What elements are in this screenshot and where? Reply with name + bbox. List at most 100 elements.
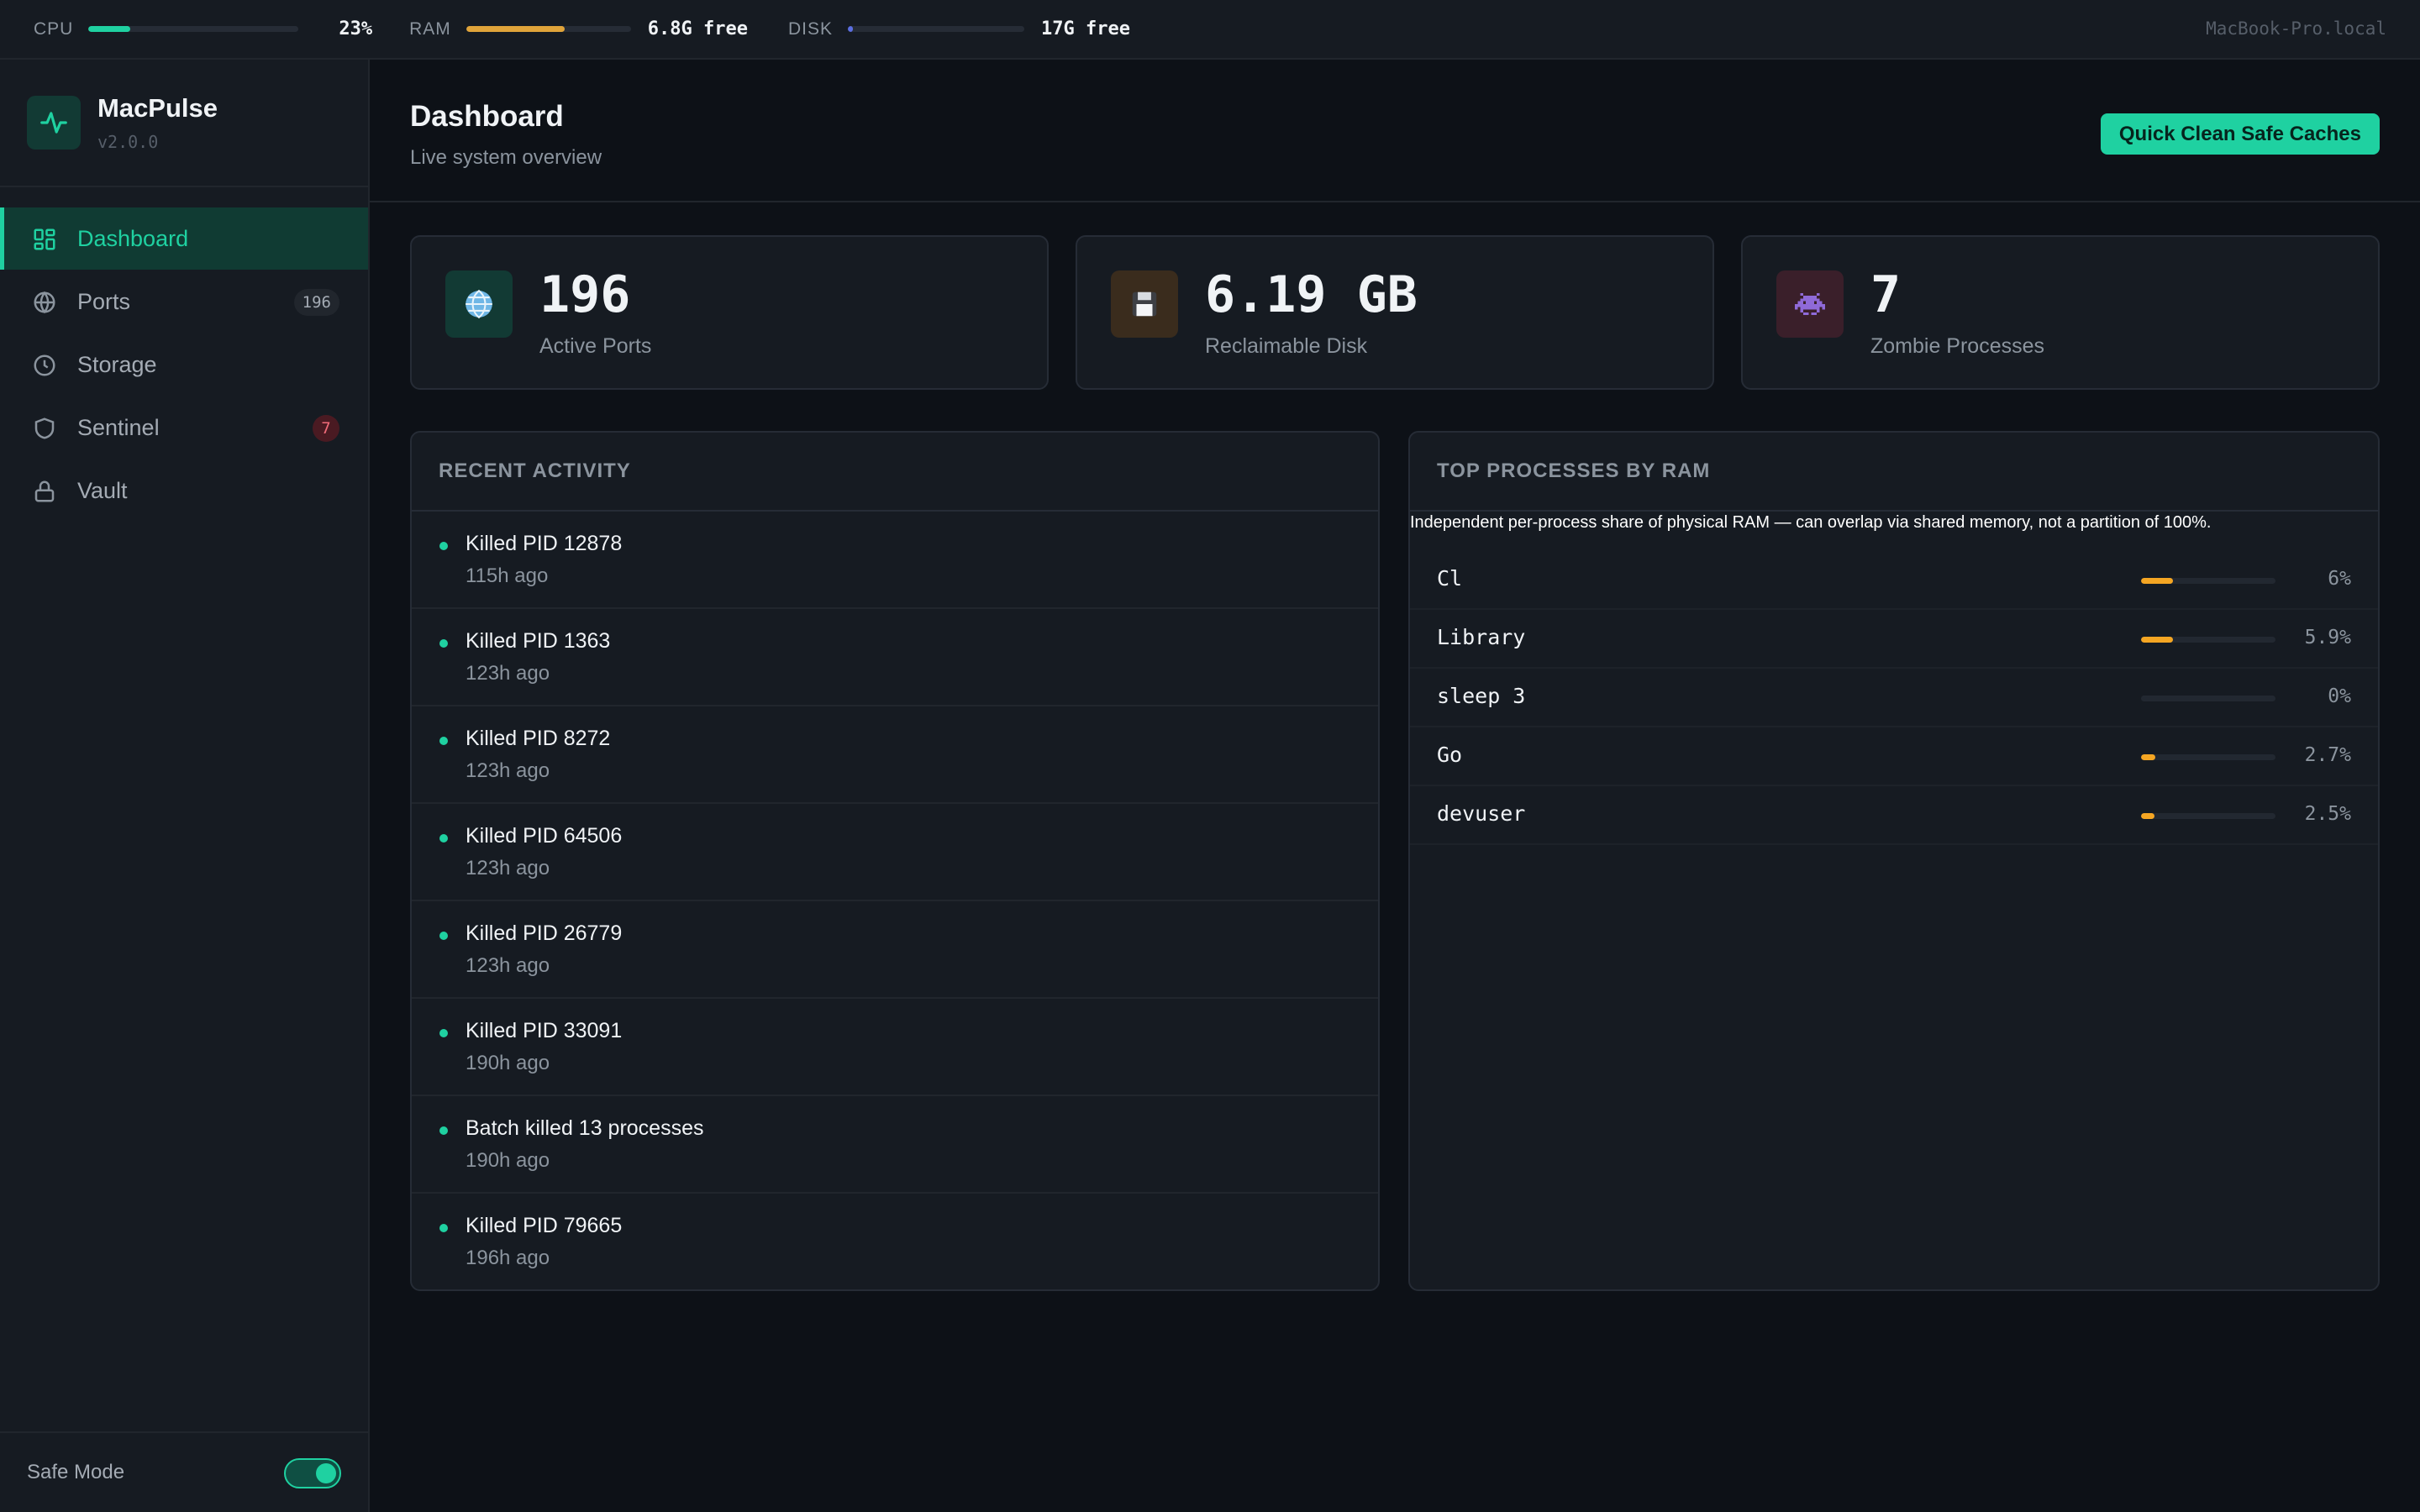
disk-usage-fill (848, 26, 854, 32)
sidebar: MacPulse v2.0.0 Dashboard Ports 196 Stor… (0, 60, 370, 1512)
status-dot (439, 1224, 448, 1232)
process-name: Library (1437, 625, 1526, 649)
safe-mode-toggle[interactable] (284, 1458, 341, 1488)
lock-icon (34, 480, 55, 502)
activity-time: 190h ago (466, 1052, 550, 1074)
ram-share-fill (2141, 813, 2154, 819)
activity-time: 190h ago (466, 1149, 550, 1172)
disk-value: 17G free (1041, 18, 1130, 39)
top-processes-title: TOP PROCESSES BY RAM (1410, 433, 2378, 512)
list-item: Killed PID 79665 196h ago (412, 1194, 1378, 1289)
process-name: sleep 3 (1437, 684, 1526, 708)
sidebar-item-dashboard[interactable]: Dashboard (0, 207, 368, 270)
sentinel-alert-badge: 7 (313, 415, 339, 442)
activity-title: Killed PID 12878 (466, 532, 623, 555)
shield-icon (34, 417, 55, 439)
sidebar-item-label: Vault (77, 477, 128, 503)
recent-activity-panel: RECENT ACTIVITY Killed PID 12878 115h ag… (410, 431, 1380, 1291)
list-item: Killed PID 1363 123h ago (412, 609, 1378, 706)
cpu-usage-bar (88, 26, 299, 32)
ports-count-badge: 196 (293, 289, 339, 316)
sidebar-item-label: Ports (77, 288, 131, 314)
ram-share-value: 0% (2328, 685, 2351, 707)
sidebar-item-sentinel[interactable]: Sentinel 7 (0, 396, 368, 459)
cpu-usage-fill (88, 26, 131, 32)
table-row[interactable]: sleep 3 0% (1410, 669, 2378, 727)
ram-share-bar (2141, 754, 2275, 760)
quick-clean-button[interactable]: Quick Clean Safe Caches (2100, 113, 2380, 155)
status-dot (439, 639, 448, 648)
top-processes-panel: TOP PROCESSES BY RAM Independent per-pro… (1408, 431, 2380, 1291)
ram-share-value: 5.9% (2304, 627, 2351, 648)
hostname: MacBook-Pro.local (2206, 18, 2386, 39)
safe-mode-label: Safe Mode (27, 1461, 125, 1483)
ram-share-value: 6% (2328, 568, 2351, 590)
sidebar-item-label: Sentinel (77, 414, 160, 440)
activity-title: Batch killed 13 processes (466, 1116, 704, 1140)
dashboard-icon (34, 228, 55, 250)
sidebar-item-storage[interactable]: Storage (0, 333, 368, 396)
stat-value: 7 (1870, 265, 1902, 324)
ram-usage-fill (466, 26, 566, 32)
status-dot (439, 1029, 448, 1037)
stat-value: 6.19 GB (1205, 265, 1418, 324)
activity-time: 196h ago (466, 1247, 550, 1269)
status-dot (439, 834, 448, 843)
ram-share-fill (2141, 637, 2173, 643)
safe-mode-row: Safe Mode (0, 1431, 368, 1512)
ram-value: 6.8G free (647, 18, 748, 39)
disk-metric: DISK 17G free (788, 0, 1130, 59)
process-name: devuser (1437, 801, 1526, 826)
pulse-icon (27, 96, 81, 150)
table-row[interactable]: Library 5.9% (1410, 610, 2378, 669)
stat-label: Reclaimable Disk (1205, 334, 1368, 358)
ram-share-fill (2141, 754, 2156, 760)
list-item: Killed PID 33091 190h ago (412, 999, 1378, 1096)
page-header: Dashboard Live system overview Quick Cle… (370, 60, 2420, 202)
list-item: Killed PID 64506 123h ago (412, 804, 1378, 901)
table-row[interactable]: Go 2.7% (1410, 727, 2378, 786)
ram-metric: RAM 6.8G free (409, 0, 748, 59)
process-name: Go (1437, 743, 1463, 767)
ram-share-fill (2141, 578, 2174, 584)
list-item: Killed PID 8272 123h ago (412, 706, 1378, 804)
status-dot (439, 737, 448, 745)
stat-label: Zombie Processes (1870, 334, 2045, 358)
activity-time: 123h ago (466, 759, 550, 782)
stat-card-active-ports[interactable]: 196 Active Ports (410, 235, 1049, 390)
status-dot (439, 1126, 448, 1135)
activity-title: Killed PID 79665 (466, 1214, 623, 1237)
ram-label: RAM (409, 18, 451, 39)
ram-share-value: 2.7% (2304, 744, 2351, 766)
activity-time: 123h ago (466, 954, 550, 977)
process-list: Cl 6% Library 5.9% sleep 3 0% Go 2.7% de… (1410, 551, 2378, 845)
clock-icon (34, 354, 55, 376)
stat-card-reclaimable-disk[interactable]: 6.19 GB Reclaimable Disk (1076, 235, 1714, 390)
stat-value: 196 (539, 265, 631, 324)
brand: MacPulse v2.0.0 (0, 60, 368, 187)
ram-share-bar (2141, 813, 2275, 819)
stats-row: 196 Active Ports 6.19 GB Reclaimable Dis… (410, 235, 2380, 390)
sidebar-item-ports[interactable]: Ports 196 (0, 270, 368, 333)
sidebar-item-vault[interactable]: Vault (0, 459, 368, 522)
cpu-value: 23% (339, 18, 373, 39)
process-name: Cl (1437, 566, 1463, 591)
list-item: Batch killed 13 processes 190h ago (412, 1096, 1378, 1194)
table-row[interactable]: devuser 2.5% (1410, 786, 2378, 845)
page-title: Dashboard (410, 100, 564, 133)
table-row[interactable]: Cl 6% (1410, 551, 2378, 610)
status-dot (439, 932, 448, 940)
floppy-disk-icon (1111, 270, 1178, 338)
space-invader-icon (1776, 270, 1844, 338)
cpu-label: CPU (34, 18, 74, 39)
app-name: MacPulse (97, 93, 218, 123)
sidebar-nav: Dashboard Ports 196 Storage Sentinel 7 (0, 187, 368, 522)
activity-list: Killed PID 12878 115h ago Killed PID 136… (412, 512, 1378, 1289)
ram-share-bar (2141, 696, 2275, 701)
ram-usage-bar (466, 26, 631, 32)
list-item: Killed PID 26779 123h ago (412, 901, 1378, 999)
status-dot (439, 542, 448, 550)
activity-title: Killed PID 33091 (466, 1019, 623, 1042)
sidebar-item-label: Dashboard (77, 225, 189, 251)
stat-card-zombie-processes[interactable]: 7 Zombie Processes (1741, 235, 2380, 390)
